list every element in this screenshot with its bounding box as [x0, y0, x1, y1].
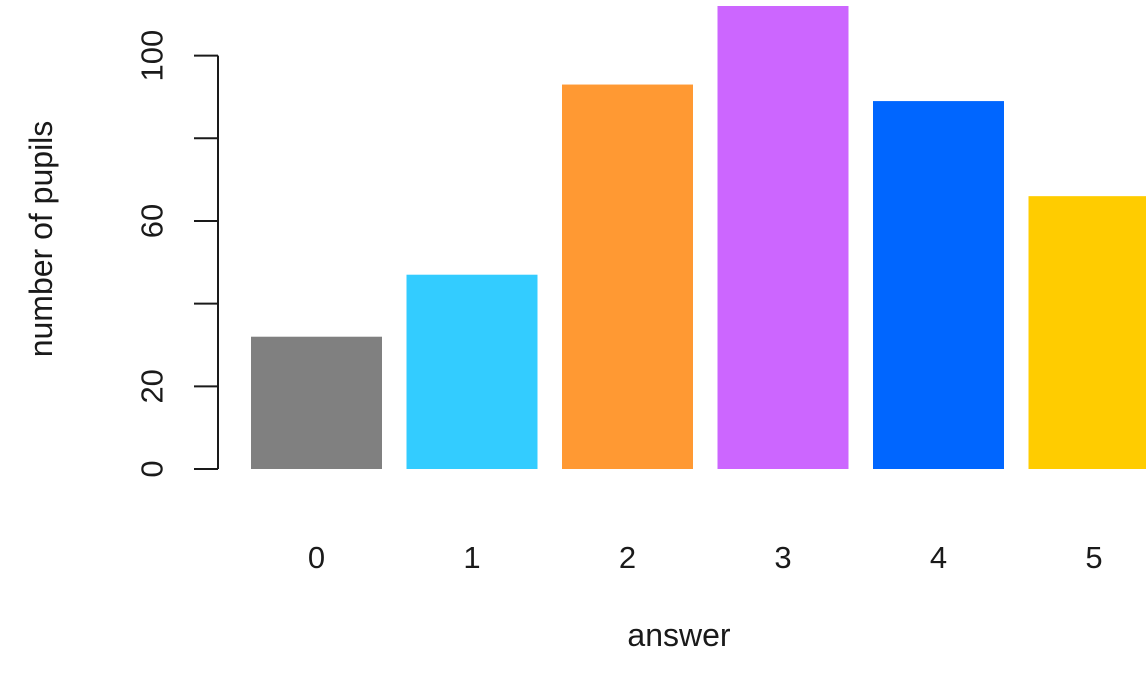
y-tick-label: 100: [135, 30, 170, 82]
bar-3: [717, 6, 849, 469]
y-tick-label: 20: [135, 369, 170, 403]
bar-1: [406, 274, 538, 469]
y-axis: 0 20 60 100: [135, 30, 219, 478]
x-axis-title: answer: [627, 617, 731, 653]
bars: [251, 6, 1146, 470]
x-tick-label: 2: [619, 540, 636, 575]
x-tick-label: 4: [930, 540, 947, 575]
y-tick-label: 60: [135, 204, 170, 238]
bar-2: [562, 84, 693, 469]
bar-5: [1028, 196, 1146, 470]
bar-4: [873, 101, 1004, 470]
bar-0: [251, 336, 382, 469]
x-tick-label: 5: [1085, 540, 1102, 575]
y-tick-label: 0: [135, 460, 170, 477]
x-tick-label: 0: [308, 540, 325, 575]
x-tick-label: 3: [774, 540, 791, 575]
x-tick-label: 1: [463, 540, 480, 575]
y-axis-title: number of pupils: [23, 121, 59, 358]
x-tick-labels: 0 1 2 3 4 5: [308, 540, 1103, 575]
